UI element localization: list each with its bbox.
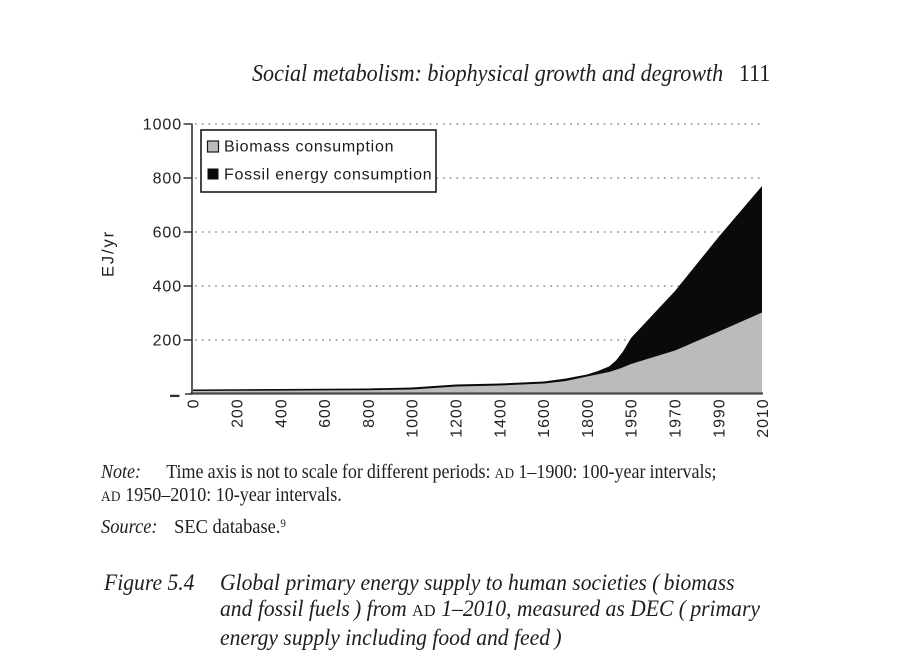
svg-text:0: 0 [186,399,203,409]
svg-text:800: 800 [361,399,378,428]
svg-text:400: 400 [153,279,182,296]
svg-text:1000: 1000 [143,117,182,134]
svg-text:600: 600 [317,399,334,428]
svg-text:EJ/yr: EJ/yr [100,230,118,277]
svg-text:600: 600 [153,225,182,242]
svg-text:1800: 1800 [580,399,597,438]
svg-text:200: 200 [153,333,182,350]
svg-text:2010: 2010 [755,399,772,438]
svg-text:1200: 1200 [449,399,466,438]
svg-text:1990: 1990 [711,399,728,438]
svg-text:Biomass consumption: Biomass consumption [224,139,394,156]
svg-text:1400: 1400 [492,399,509,438]
svg-text:1600: 1600 [536,399,553,438]
svg-text:400: 400 [273,399,290,428]
svg-text:200: 200 [230,399,247,428]
svg-text:1950: 1950 [624,399,641,438]
svg-text:1970: 1970 [668,399,685,438]
svg-text:1000: 1000 [405,399,422,438]
svg-text:Fossil energy consumption: Fossil energy consumption [224,167,432,184]
svg-text:800: 800 [153,171,182,188]
